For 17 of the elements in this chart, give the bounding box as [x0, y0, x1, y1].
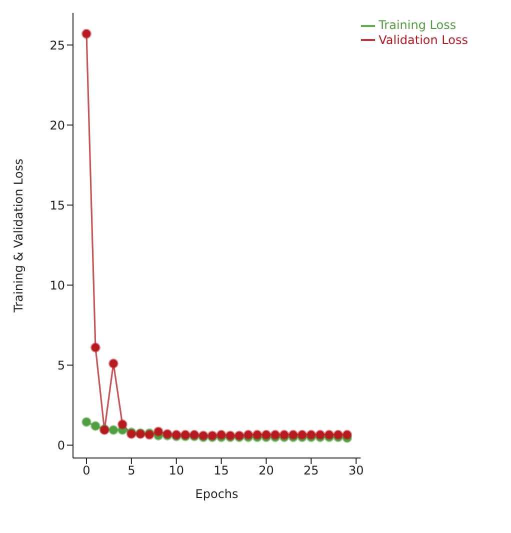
- y-tick-label: 5: [57, 358, 65, 372]
- legend-label: Validation Loss: [378, 32, 468, 47]
- x-tick-label: 0: [82, 464, 90, 478]
- y-tick-label: 25: [50, 38, 65, 52]
- y-tick-label: 20: [50, 118, 65, 132]
- x-axis-title: Epochs: [195, 487, 238, 501]
- y-tick-label: 10: [50, 278, 65, 292]
- x-tick-label: 5: [128, 464, 136, 478]
- x-tick-label: 10: [168, 464, 184, 478]
- legend-label: Training Loss: [378, 18, 456, 32]
- x-tick-label: 20: [258, 464, 274, 478]
- x-tick-label: 30: [348, 464, 364, 478]
- x-tick-label: 25: [304, 464, 319, 478]
- x-tick-label: 15: [214, 464, 229, 478]
- y-tick-label: 0: [57, 438, 65, 452]
- y-axis-title: Training & Validation Loss: [11, 158, 26, 314]
- y-tick-label: 15: [50, 198, 65, 212]
